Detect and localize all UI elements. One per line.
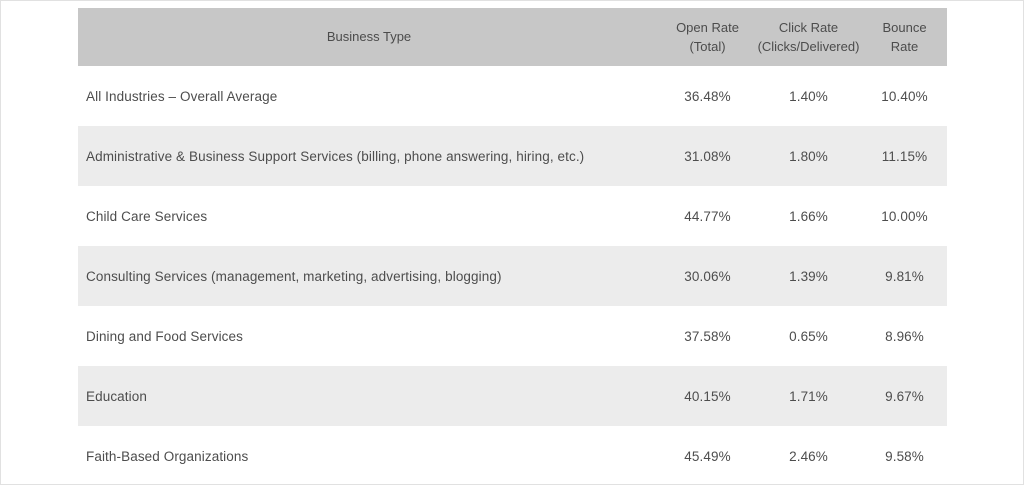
table-header: Business Type Open Rate (Total) Click Ra… (78, 8, 947, 66)
open-rate-cell: 36.48% (660, 66, 755, 126)
business-type-cell: Dining and Food Services (78, 306, 660, 366)
table-row: All Industries – Overall Average 36.48% 1.… (78, 66, 947, 126)
column-header-business-type: Business Type (78, 8, 660, 66)
open-rate-cell: 44.77% (660, 186, 755, 246)
table-row: Consulting Services (management, marketi… (78, 246, 947, 306)
table-body: All Industries – Overall Average 36.48% 1.… (78, 66, 947, 484)
business-type-cell: Child Care Services (78, 186, 660, 246)
column-header-click-rate: Click Rate (Clicks/Delivered) (755, 8, 862, 66)
table-row: Dining and Food Services 37.58% 0.65% 8.96% (78, 306, 947, 366)
business-type-cell: Faith-Based Organizations (78, 426, 660, 484)
business-type-cell: Administrative & Business Support Servic… (78, 126, 660, 186)
table-row: Administrative & Business Support Servic… (78, 126, 947, 186)
open-rate-cell: 30.06% (660, 246, 755, 306)
open-rate-cell: 45.49% (660, 426, 755, 484)
click-rate-cell: 0.65% (755, 306, 862, 366)
business-type-cell: Education (78, 366, 660, 426)
column-header-bounce-rate: Bounce Rate (862, 8, 947, 66)
business-type-cell: All Industries – Overall Average (78, 66, 660, 126)
click-rate-cell: 1.80% (755, 126, 862, 186)
click-rate-cell: 2.46% (755, 426, 862, 484)
table-row: Education 40.15% 1.71% 9.67% (78, 366, 947, 426)
click-rate-cell: 1.40% (755, 66, 862, 126)
column-header-open-rate: Open Rate (Total) (660, 8, 755, 66)
table-header-row: Business Type Open Rate (Total) Click Ra… (78, 8, 947, 66)
bounce-rate-cell: 9.81% (862, 246, 947, 306)
bounce-rate-cell: 10.40% (862, 66, 947, 126)
click-rate-cell: 1.71% (755, 366, 862, 426)
click-rate-cell: 1.39% (755, 246, 862, 306)
table-row: Child Care Services 44.77% 1.66% 10.00% (78, 186, 947, 246)
open-rate-cell: 40.15% (660, 366, 755, 426)
bounce-rate-cell: 8.96% (862, 306, 947, 366)
click-rate-cell: 1.66% (755, 186, 862, 246)
bounce-rate-cell: 11.15% (862, 126, 947, 186)
open-rate-cell: 37.58% (660, 306, 755, 366)
business-type-cell: Consulting Services (management, marketi… (78, 246, 660, 306)
bounce-rate-cell: 10.00% (862, 186, 947, 246)
table-row: Faith-Based Organizations 45.49% 2.46% 9.58… (78, 426, 947, 484)
benchmark-table: Business Type Open Rate (Total) Click Ra… (78, 8, 947, 484)
bounce-rate-cell: 9.58% (862, 426, 947, 484)
bounce-rate-cell: 9.67% (862, 366, 947, 426)
open-rate-cell: 31.08% (660, 126, 755, 186)
